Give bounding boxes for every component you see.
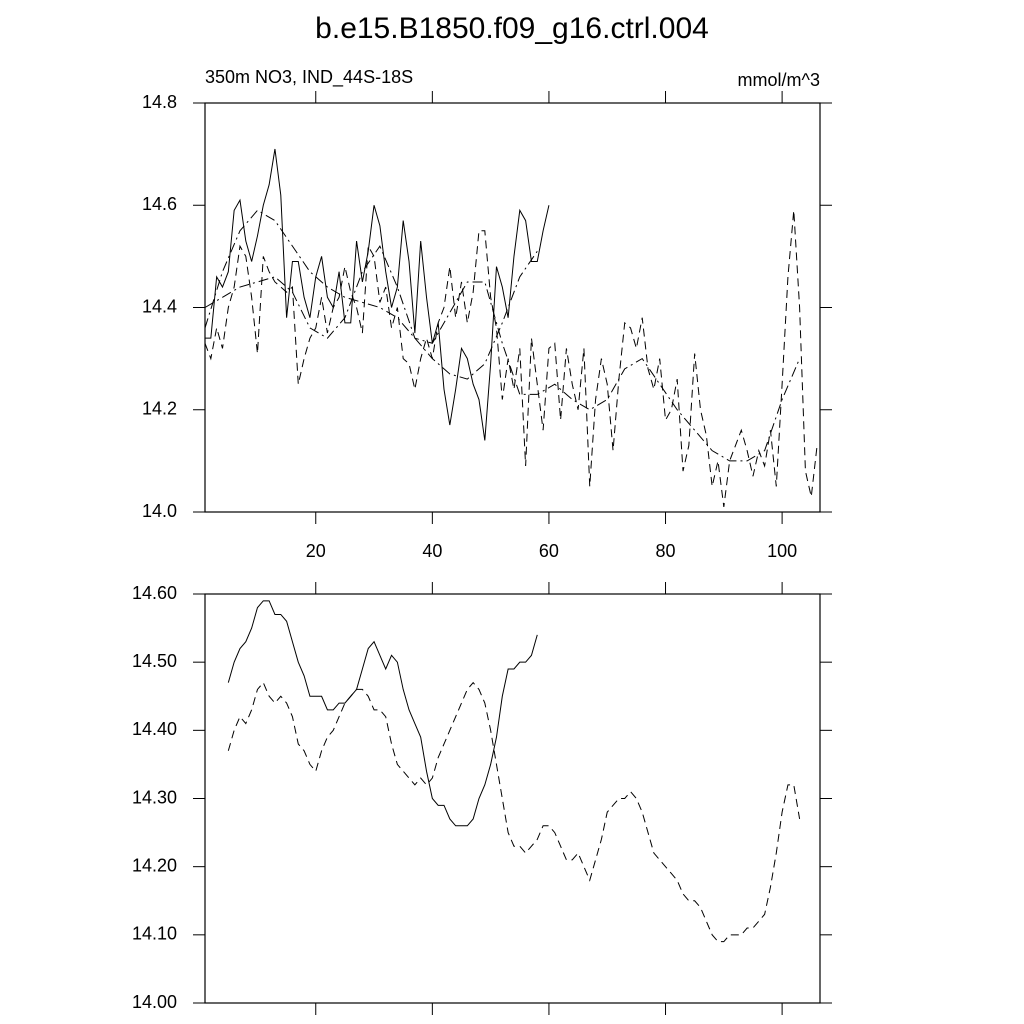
y-tick-label: 14.0 [142, 501, 177, 521]
series-line [204, 210, 818, 507]
y-tick-label: 14.8 [142, 92, 177, 112]
y-tick-label: 14.2 [142, 399, 177, 419]
plot-frame [204, 102, 821, 513]
x-tick-label: 60 [539, 541, 559, 561]
series-line [227, 600, 538, 827]
plot-frame [204, 593, 821, 1004]
series-line [204, 245, 801, 462]
y-tick-label: 14.10 [132, 924, 177, 944]
y-tick-label: 14.6 [142, 194, 177, 214]
right-label: mmol/m^3 [738, 70, 820, 90]
y-tick-label: 14.60 [132, 583, 177, 603]
y-tick-label: 14.40 [132, 719, 177, 739]
left-label: 350m NO3, IND_44S-18S [205, 67, 413, 88]
x-tick-label: 40 [422, 541, 442, 561]
x-tick-label: 20 [306, 541, 326, 561]
y-tick-label: 14.30 [132, 787, 177, 807]
series-line [227, 681, 801, 943]
y-tick-label: 14.20 [132, 855, 177, 875]
series-line [204, 209, 538, 380]
y-tick-label: 14.00 [132, 992, 177, 1012]
series-line [205, 148, 550, 441]
y-tick-label: 14.50 [132, 651, 177, 671]
x-tick-label: 80 [656, 541, 676, 561]
y-tick-label: 14.4 [142, 296, 177, 316]
x-tick-label: 100 [767, 541, 797, 561]
chart-title: b.e15.B1850.f09_g16.ctrl.004 [315, 12, 709, 45]
